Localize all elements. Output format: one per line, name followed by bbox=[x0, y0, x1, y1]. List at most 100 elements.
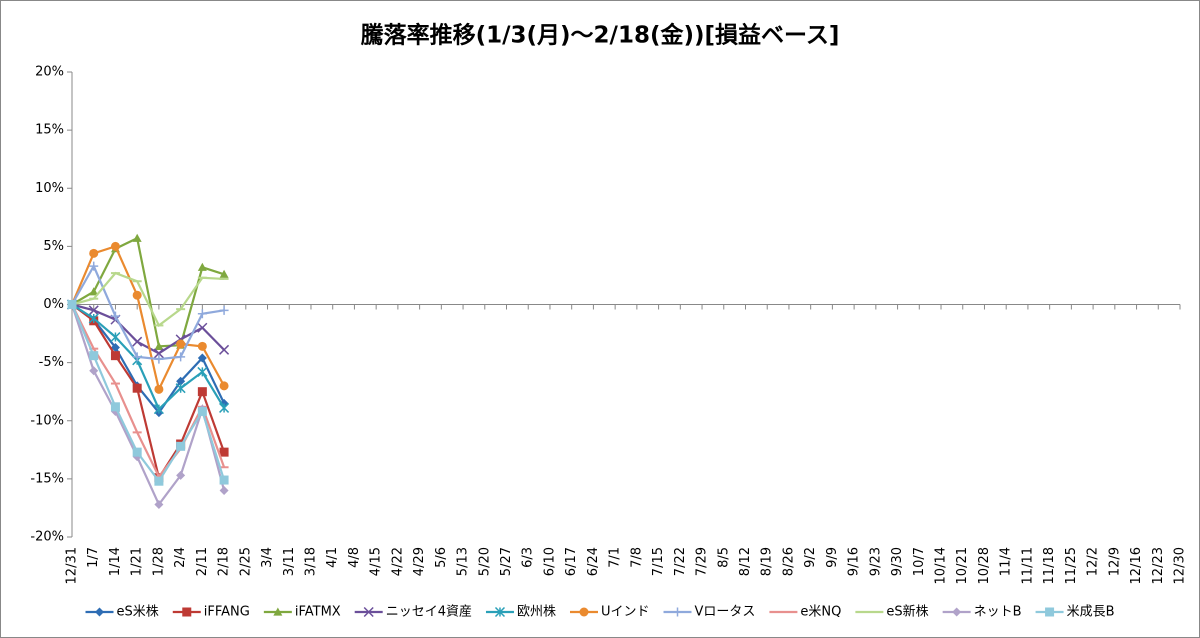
data-point bbox=[132, 352, 142, 362]
legend-marker bbox=[952, 607, 962, 617]
x-tick-label: 12/16 bbox=[1129, 547, 1144, 584]
x-tick-label: 10/28 bbox=[977, 547, 992, 584]
series-line bbox=[71, 236, 225, 348]
x-tick-label: 4/29 bbox=[412, 547, 427, 576]
legend-label: 米成長B bbox=[1067, 605, 1115, 620]
x-tick-label: 6/17 bbox=[564, 547, 579, 576]
legend-marker bbox=[182, 607, 192, 617]
chart-title: 騰落率推移(1/3(月)～2/18(金))[損益ベース] bbox=[361, 22, 840, 49]
series-line bbox=[71, 303, 225, 355]
data-point bbox=[89, 351, 99, 361]
y-tick-label: -10% bbox=[30, 413, 64, 428]
y-tick-label: 15% bbox=[35, 123, 64, 138]
y-tick-label: 5% bbox=[43, 239, 64, 254]
x-tick-label: 8/26 bbox=[781, 547, 796, 576]
data-point bbox=[110, 241, 120, 251]
data-point bbox=[132, 290, 142, 300]
data-point bbox=[154, 341, 164, 350]
x-tick-label: 7/1 bbox=[608, 547, 623, 568]
data-point bbox=[67, 300, 77, 309]
x-tick-label: 2/18 bbox=[217, 547, 232, 576]
x-tick-label: 6/3 bbox=[521, 547, 536, 568]
data-point bbox=[197, 353, 207, 363]
legend-label: 欧州株 bbox=[517, 605, 556, 620]
legend-label: iFFANG bbox=[204, 605, 250, 620]
series-line bbox=[70, 304, 226, 484]
x-tick-label: 8/19 bbox=[760, 547, 775, 576]
y-tick-label: 10% bbox=[35, 181, 64, 196]
data-point bbox=[197, 387, 207, 397]
legend-marker bbox=[363, 606, 374, 618]
legend-label: e米NQ bbox=[800, 605, 841, 620]
data-point bbox=[154, 354, 164, 364]
x-tick-label: 1/7 bbox=[86, 547, 101, 568]
x-tick-label: 12/2 bbox=[1086, 547, 1101, 576]
legend-label: eS新株 bbox=[886, 604, 928, 620]
legend-marker bbox=[95, 607, 105, 617]
data-point bbox=[110, 351, 120, 361]
data-point bbox=[197, 309, 207, 319]
x-tick-label: 5/6 bbox=[434, 547, 449, 568]
data-point bbox=[110, 311, 120, 321]
data-point bbox=[176, 470, 186, 480]
data-point bbox=[219, 475, 229, 485]
legend-marker bbox=[273, 607, 283, 616]
data-point bbox=[219, 381, 229, 391]
legend-label: iFATMX bbox=[295, 605, 341, 620]
data-point bbox=[197, 322, 208, 333]
legend: eS米株 iFFANG iFATMX ニッセイ4資産 欧州株 Uインド Vロータス e米NQ e… bbox=[85, 604, 1115, 620]
x-tick-label: 4/1 bbox=[325, 547, 340, 568]
data-point bbox=[110, 343, 120, 353]
legend-label: Uインド bbox=[601, 605, 650, 620]
x-tick-label: 7/15 bbox=[651, 547, 666, 576]
x-tick-label: 3/11 bbox=[282, 547, 297, 576]
data-point bbox=[89, 366, 99, 376]
x-tick-label: 3/18 bbox=[303, 547, 318, 576]
x-tick-label: 2/4 bbox=[173, 547, 188, 568]
data-point bbox=[132, 383, 142, 393]
legend-marker bbox=[673, 607, 683, 617]
x-tick-label: 9/23 bbox=[868, 547, 883, 576]
data-point bbox=[154, 476, 164, 486]
legend-marker bbox=[579, 607, 589, 617]
x-tick-label: 7/8 bbox=[629, 547, 644, 568]
data-point bbox=[175, 383, 186, 394]
data-point bbox=[176, 339, 186, 349]
x-tick-label: 8/5 bbox=[716, 547, 731, 568]
legend-marker bbox=[1045, 607, 1055, 617]
series-line bbox=[71, 303, 226, 481]
x-tick-label: 3/4 bbox=[260, 547, 275, 568]
x-tick-label: 10/21 bbox=[955, 547, 970, 584]
legend-label: eS米株 bbox=[117, 605, 159, 620]
series-line bbox=[71, 263, 225, 361]
x-tick-label: 11/18 bbox=[1042, 547, 1057, 584]
data-point bbox=[197, 341, 207, 351]
data-point bbox=[176, 352, 186, 362]
data-point bbox=[176, 376, 186, 386]
data-point bbox=[132, 447, 142, 457]
x-tick-label: 2/11 bbox=[195, 547, 210, 576]
data-point bbox=[89, 248, 99, 258]
x-tick-label: 10/7 bbox=[912, 547, 927, 576]
x-tick-label: 5/20 bbox=[477, 547, 492, 576]
y-tick-label: -15% bbox=[30, 471, 64, 486]
x-tick-label: 9/9 bbox=[825, 547, 840, 568]
data-point bbox=[89, 261, 99, 271]
x-tick-label: 1/14 bbox=[108, 547, 123, 576]
data-point bbox=[110, 402, 120, 412]
y-tick-label: 0% bbox=[43, 297, 64, 312]
x-tick-label: 10/14 bbox=[934, 547, 949, 584]
data-point bbox=[219, 402, 230, 413]
data-point bbox=[219, 269, 229, 278]
x-tick-label: 9/30 bbox=[890, 547, 905, 576]
legend-label: ニッセイ4資産 bbox=[386, 604, 472, 620]
series-line bbox=[70, 304, 226, 507]
data-point bbox=[197, 262, 207, 271]
data-point bbox=[219, 486, 229, 495]
data-point bbox=[219, 344, 230, 355]
x-tick-label: 11/25 bbox=[1064, 547, 1079, 584]
data-point bbox=[132, 233, 142, 242]
data-point bbox=[153, 348, 164, 359]
